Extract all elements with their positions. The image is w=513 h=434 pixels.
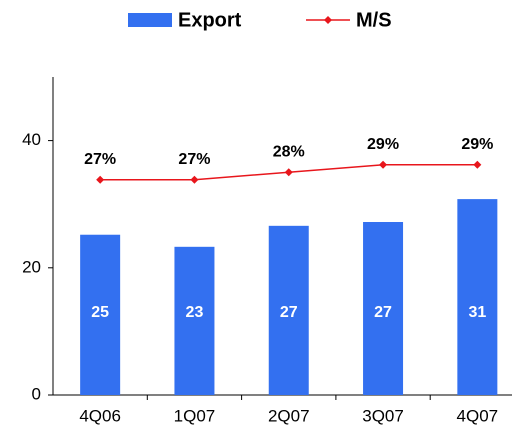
marker — [473, 160, 482, 169]
x-tick-label: 1Q07 — [174, 406, 216, 425]
point-label: 29% — [461, 136, 493, 153]
x-tick-label: 2Q07 — [268, 406, 310, 425]
marker — [96, 175, 105, 184]
bar — [457, 199, 498, 395]
point-label: 29% — [367, 136, 399, 153]
bar — [363, 222, 404, 395]
legend-label: Export — [178, 9, 242, 31]
bar-label: 25 — [91, 304, 109, 321]
bar — [268, 225, 309, 395]
x-tick-label: 4Q07 — [457, 406, 499, 425]
y-tick-label: 20 — [22, 257, 41, 276]
legend-label: M/S — [356, 9, 392, 31]
legend-marker — [324, 16, 332, 24]
y-tick-label: 0 — [32, 384, 41, 403]
bar — [80, 234, 121, 395]
marker — [379, 160, 388, 169]
bar-label: 31 — [468, 304, 486, 321]
legend-swatch — [128, 13, 172, 27]
bar — [174, 246, 215, 395]
bar-label: 27 — [280, 304, 298, 321]
y-tick-label: 40 — [22, 130, 41, 149]
x-tick-label: 3Q07 — [362, 406, 404, 425]
point-label: 27% — [84, 151, 116, 168]
point-label: 28% — [273, 143, 305, 160]
marker — [284, 168, 293, 177]
bar-label: 27 — [374, 304, 392, 321]
bar-label: 23 — [186, 304, 204, 321]
marker — [190, 175, 199, 184]
x-tick-label: 4Q06 — [79, 406, 121, 425]
point-label: 27% — [178, 151, 210, 168]
